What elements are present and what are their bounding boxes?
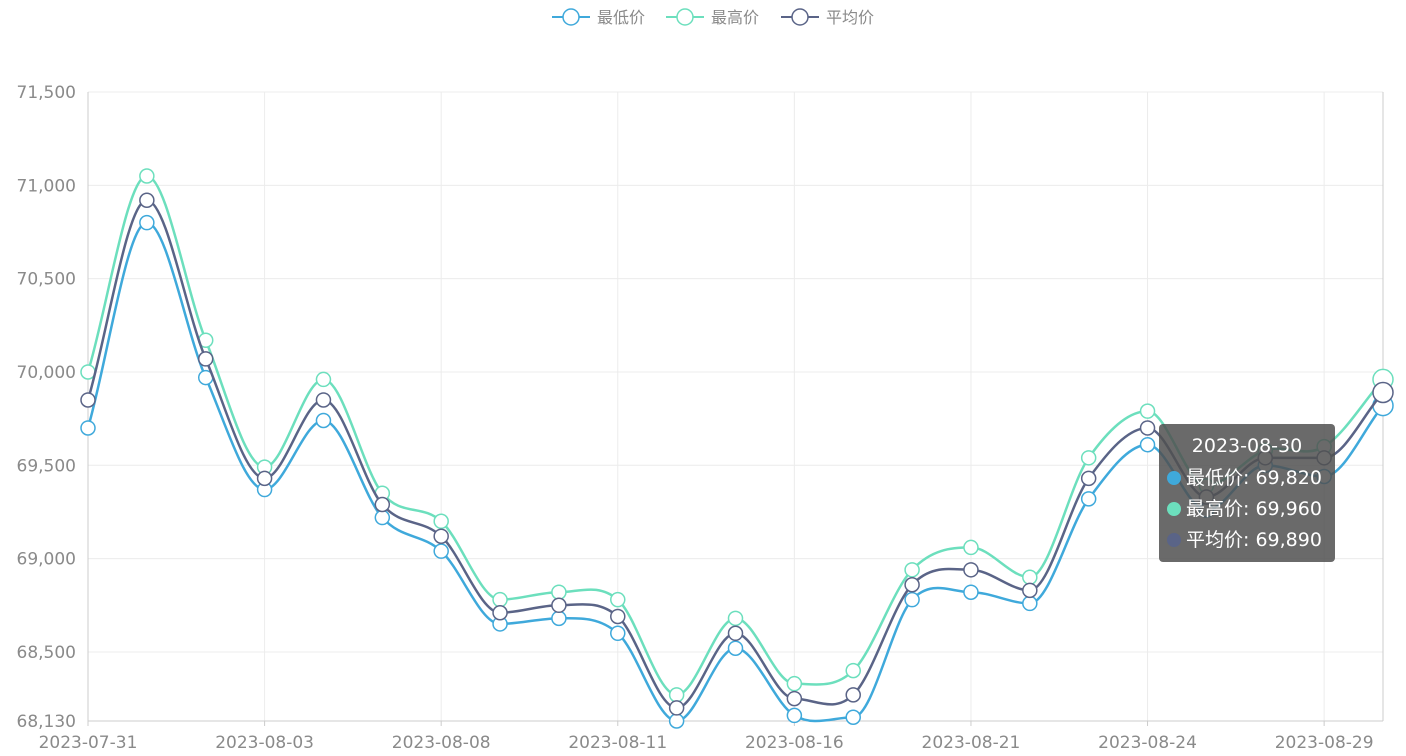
data-point-low[interactable] — [1139, 437, 1156, 453]
tooltip-label-high: 最高价: 69,960 — [1186, 498, 1322, 520]
data-point-low[interactable] — [315, 412, 332, 429]
legend[interactable]: 最低价 最高价 平均价 — [552, 8, 874, 27]
data-point-avg[interactable] — [963, 562, 979, 578]
legend-circle-icon — [676, 8, 694, 26]
data-point-low[interactable] — [80, 420, 96, 436]
data-point-avg[interactable] — [139, 192, 155, 209]
data-point-avg[interactable] — [845, 687, 861, 703]
data-point-avg[interactable] — [492, 604, 508, 621]
data-point-low[interactable] — [610, 625, 626, 642]
data-point-avg[interactable] — [786, 690, 803, 707]
y-tick-label: 69,000 — [17, 550, 76, 570]
legend-label-low: 最低价 — [597, 8, 645, 27]
data-point-low[interactable] — [433, 543, 449, 559]
legend-item-high[interactable]: 最高价 — [666, 8, 759, 27]
x-tick-label: 2023-08-29 — [1275, 733, 1374, 753]
data-point-high[interactable] — [668, 687, 685, 703]
data-point-avg[interactable] — [197, 351, 214, 367]
data-point-low[interactable] — [551, 610, 567, 627]
data-point-avg[interactable] — [1022, 582, 1038, 599]
data-point-high[interactable] — [963, 539, 979, 556]
tooltip-label-low: 最低价: 69,820 — [1186, 467, 1322, 489]
data-point-high[interactable] — [433, 513, 449, 530]
tooltip-title: 2023-08-30 — [1191, 435, 1303, 457]
tooltip-label-avg: 平均价: 69,890 — [1186, 529, 1322, 551]
tooltip-row-avg: 平均价: 69,890 — [1159, 525, 1335, 556]
y-tick-label: 71,000 — [17, 176, 76, 196]
data-point-low[interactable] — [727, 640, 744, 656]
data-point-avg[interactable] — [374, 496, 391, 513]
data-point-avg[interactable] — [610, 608, 626, 625]
data-point-avg[interactable] — [80, 392, 96, 408]
data-point-avg[interactable] — [551, 597, 567, 614]
legend-circle-icon — [791, 8, 809, 26]
data-point-high[interactable] — [727, 610, 744, 627]
y-tick-label: 70,500 — [17, 270, 76, 290]
data-point-high[interactable] — [492, 591, 508, 608]
data-point-avg[interactable] — [668, 700, 685, 716]
legend-item-avg[interactable]: 平均价 — [781, 8, 874, 27]
data-point-high[interactable] — [1139, 403, 1156, 419]
data-point-low[interactable] — [1022, 595, 1038, 612]
axes: 68,130 68,500 69,000 69,500 70,000 70,500 71,0… — [17, 83, 1384, 753]
data-point-high[interactable] — [1080, 450, 1097, 466]
data-point-avg[interactable] — [1139, 420, 1156, 436]
x-tick-label: 2023-08-11 — [568, 733, 667, 753]
data-point-low[interactable] — [963, 584, 979, 600]
tooltip-row-high: 最高价: 69,960 — [1159, 494, 1335, 525]
y-tick-label: 68,500 — [17, 643, 76, 663]
data-point-high[interactable] — [1022, 569, 1038, 586]
data-point-avg[interactable] — [256, 470, 273, 487]
data-point-high[interactable] — [904, 562, 920, 578]
x-tick-label: 2023-08-24 — [1098, 733, 1197, 753]
series-high — [80, 168, 1394, 703]
legend-label-avg: 平均价 — [826, 8, 874, 27]
data-point-low[interactable] — [374, 509, 391, 526]
data-point-high[interactable] — [610, 591, 626, 608]
x-tick-label: 2023-08-03 — [215, 733, 314, 753]
x-tick-label: 2023-08-16 — [745, 733, 844, 753]
data-point-avg[interactable] — [315, 392, 332, 408]
data-point-low[interactable] — [904, 591, 920, 608]
data-point-low[interactable] — [668, 713, 685, 729]
tooltip-dot-high — [1167, 502, 1181, 516]
legend-circle-icon — [562, 8, 580, 26]
tooltip-row-low: 最低价: 69,820 — [1159, 463, 1335, 494]
x-tick-label: 2023-08-21 — [922, 733, 1021, 753]
y-tick-label: 68,130 — [17, 712, 76, 732]
y-tick-label: 70,000 — [17, 363, 76, 383]
x-tick-label: 2023-07-31 — [39, 733, 138, 753]
data-point-high[interactable] — [551, 584, 567, 600]
data-point-high[interactable] — [315, 371, 332, 388]
data-point-avg[interactable] — [433, 528, 449, 544]
data-point-avg[interactable] — [1080, 470, 1097, 487]
data-point-avg[interactable] — [727, 625, 744, 642]
x-tick-label: 2023-08-08 — [392, 733, 491, 753]
data-point-low[interactable] — [845, 709, 861, 726]
data-point-avg[interactable] — [904, 576, 920, 593]
tooltip: 2023-08-30 最低价: 69,820 最高价: 69,960 平均价: … — [1159, 424, 1335, 562]
data-point-high[interactable] — [845, 662, 861, 679]
data-point-low[interactable] — [1080, 491, 1097, 507]
y-tick-label: 71,500 — [17, 83, 76, 103]
data-point-high[interactable] — [139, 168, 155, 184]
tooltip-dot-avg — [1167, 533, 1181, 547]
data-point-low[interactable] — [139, 214, 155, 231]
data-point-avg[interactable] — [1372, 381, 1394, 404]
tooltip-dot-low — [1167, 471, 1181, 485]
data-point-high[interactable] — [786, 675, 803, 692]
data-point-low[interactable] — [786, 707, 803, 724]
y-tick-label: 69,500 — [17, 456, 76, 476]
legend-label-high: 最高价 — [711, 8, 759, 27]
legend-item-low[interactable]: 最低价 — [552, 8, 645, 27]
